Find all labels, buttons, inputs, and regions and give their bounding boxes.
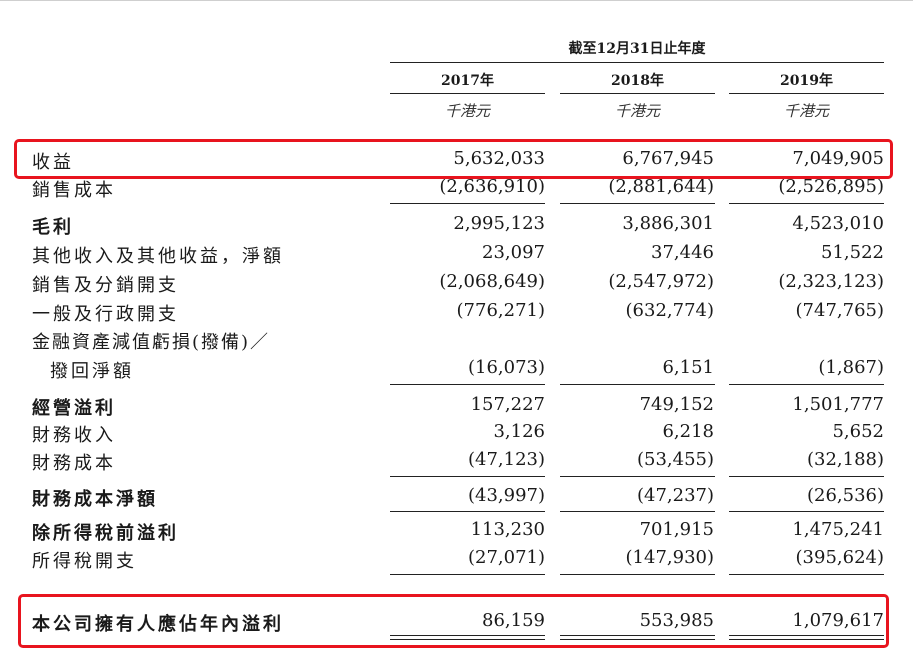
finance-cost-2019: (32,188) (806, 449, 884, 470)
impairment-2018: 6,151 (662, 357, 714, 378)
row-label-other-income: 其他收入及其他收益，淨額 (32, 246, 284, 267)
cost-of-sales-2017: (2,636,910) (439, 176, 545, 197)
row-label-finance-cost: 財務成本 (32, 453, 116, 474)
admin-expenses-2017: (776,271) (456, 300, 545, 321)
profit-before-tax-2017: 113,230 (470, 519, 545, 540)
impairment-2017: (16,073) (467, 357, 545, 378)
total-double-rule-bottom-2018 (560, 639, 715, 640)
income-tax-2019: (395,624) (795, 547, 884, 568)
net-finance-cost-2018: (47,237) (636, 485, 714, 506)
profit-attributable-2018: 553,985 (639, 610, 714, 631)
net-finance-cost-2019: (26,536) (806, 485, 884, 506)
finance-cost-2018: (53,455) (636, 449, 714, 470)
profit-attributable-2019: 1,079,617 (792, 610, 884, 631)
admin-expenses-2019: (747,765) (795, 300, 884, 321)
gross-profit-2018: 3,886,301 (622, 213, 714, 234)
selling-expenses-2017: (2,068,649) (439, 271, 545, 292)
subtotal-rule-2019 (729, 574, 884, 575)
revenue-2019: 7,049,905 (792, 148, 884, 169)
row-label-gross-profit: 毛利 (32, 217, 74, 238)
period-underline (390, 62, 884, 63)
operating-profit-2018: 749,152 (639, 394, 714, 415)
income-tax-2017: (27,071) (467, 547, 545, 568)
subtotal-rule-2017 (390, 511, 545, 512)
net-finance-cost-2017: (43,997) (467, 485, 545, 506)
finance-cost-2017: (47,123) (467, 449, 545, 470)
finance-income-2017: 3,126 (493, 421, 545, 442)
revenue-2017: 5,632,033 (453, 148, 545, 169)
income-tax-2018: (147,930) (625, 547, 714, 568)
row-label-cost-of-sales: 銷售成本 (32, 180, 116, 201)
subtotal-rule-2018 (560, 511, 715, 512)
year-underline-2018 (560, 93, 715, 94)
total-double-rule-top-2019 (729, 635, 884, 636)
subtotal-rule-2019 (729, 203, 884, 204)
profit-highlight-box (18, 594, 889, 648)
other-income-2017: 23,097 (482, 242, 545, 263)
year-header-2018: 2018年 (611, 73, 664, 89)
top-border-line (0, 0, 913, 1)
row-label-profit-before-tax: 除所得稅前溢利 (32, 523, 179, 544)
profit-before-tax-2018: 701,915 (639, 519, 714, 540)
unit-label-2018: 千港元 (614, 102, 660, 120)
row-label-selling-expenses: 銷售及分銷開支 (32, 275, 179, 296)
row-label-income-tax: 所得稅開支 (32, 551, 137, 572)
row-label-operating-profit: 經營溢利 (32, 398, 116, 419)
admin-expenses-2018: (632,774) (625, 300, 714, 321)
year-underline-2017 (390, 93, 545, 94)
other-income-2019: 51,522 (821, 242, 884, 263)
period-header: 截至12月31日止年度 (568, 41, 706, 57)
cost-of-sales-2019: (2,526,895) (778, 176, 884, 197)
row-label-impairment-line1: 金融資產減值虧損(撥備)／ (32, 332, 271, 353)
selling-expenses-2019: (2,323,123) (778, 271, 884, 292)
gross-profit-2019: 4,523,010 (792, 213, 884, 234)
gross-profit-2017: 2,995,123 (453, 213, 545, 234)
total-double-rule-bottom-2019 (729, 639, 884, 640)
finance-income-2018: 6,218 (662, 421, 714, 442)
row-label-revenue: 收益 (32, 152, 74, 173)
operating-profit-2017: 157,227 (470, 394, 545, 415)
subtotal-rule-2018 (560, 384, 715, 385)
other-income-2018: 37,446 (651, 242, 714, 263)
total-double-rule-top-2018 (560, 635, 715, 636)
operating-profit-2019: 1,501,777 (792, 394, 884, 415)
revenue-highlight-box (14, 139, 893, 179)
profit-before-tax-2019: 1,475,241 (792, 519, 884, 540)
row-label-profit-attributable: 本公司擁有人應佔年內溢利 (32, 614, 284, 635)
revenue-2018: 6,767,945 (622, 148, 714, 169)
subtotal-rule-2019 (729, 384, 884, 385)
subtotal-rule-2017 (390, 384, 545, 385)
row-label-admin-expenses: 一般及行政開支 (32, 304, 179, 325)
row-label-finance-income: 財務收入 (32, 425, 116, 446)
subtotal-rule-2017 (390, 203, 545, 204)
cost-of-sales-2018: (2,881,644) (608, 176, 714, 197)
row-label-net-finance-cost: 財務成本淨額 (32, 489, 158, 510)
selling-expenses-2018: (2,547,972) (608, 271, 714, 292)
finance-income-2019: 5,652 (832, 421, 884, 442)
profit-attributable-2017: 86,159 (482, 610, 545, 631)
subtotal-rule-2019 (729, 476, 884, 477)
subtotal-rule-2017 (390, 574, 545, 575)
row-label-impairment-line2: 撥回淨額 (50, 361, 134, 382)
year-underline-2019 (729, 93, 884, 94)
total-double-rule-bottom-2017 (390, 639, 545, 640)
subtotal-rule-2018 (560, 476, 715, 477)
impairment-2019: (1,867) (818, 357, 884, 378)
total-double-rule-top-2017 (390, 635, 545, 636)
subtotal-rule-2018 (560, 574, 715, 575)
unit-label-2019: 千港元 (783, 102, 829, 120)
year-header-2019: 2019年 (780, 73, 833, 89)
unit-label-2017: 千港元 (444, 102, 490, 120)
subtotal-rule-2018 (560, 203, 715, 204)
subtotal-rule-2017 (390, 476, 545, 477)
subtotal-rule-2019 (729, 511, 884, 512)
year-header-2017: 2017年 (441, 73, 494, 89)
